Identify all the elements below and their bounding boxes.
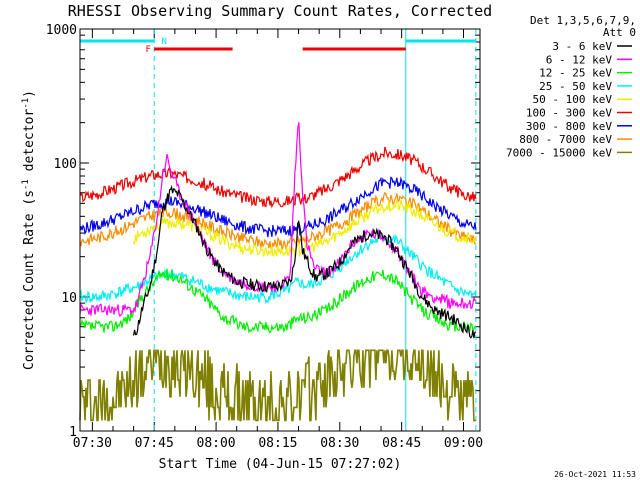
series-line-3 <box>79 268 477 334</box>
x-tick-label: 09:00 <box>444 436 483 451</box>
x-tick-label: 08:00 <box>197 436 236 451</box>
series-line-7 <box>79 176 477 238</box>
x-tick-label: 08:30 <box>320 436 359 451</box>
chart-title: RHESSI Observing Summary Count Rates, Co… <box>68 2 492 20</box>
legend-label: 6 - 12 keV <box>546 53 613 66</box>
series-line-4 <box>79 232 477 305</box>
legend-label: 300 - 800 keV <box>526 120 612 133</box>
legend-label: 7000 - 15000 keV <box>506 146 612 159</box>
legend-label: 12 - 25 keV <box>539 67 612 80</box>
y-axis-label: Corrected Count Rate (s-1 detector-1) <box>21 90 37 370</box>
y-tick-label: 10 <box>61 291 77 306</box>
svg-text:Corrected Count Rate (s-1 dete: Corrected Count Rate (s-1 detector-1) <box>21 90 37 370</box>
legend-header: Att 0 <box>603 26 636 39</box>
legend-label: 25 - 50 keV <box>539 80 612 93</box>
legend-label: 800 - 7000 keV <box>519 133 612 146</box>
series-line-1 <box>133 184 477 339</box>
legend-label: 50 - 100 keV <box>533 93 613 106</box>
legend-label: 100 - 300 keV <box>526 107 612 120</box>
series-line-8 <box>79 191 476 252</box>
footer-timestamp: 26-Oct-2021 11:53 <box>554 470 636 479</box>
legend-label: 3 - 6 keV <box>552 40 612 53</box>
x-tick-label: 08:45 <box>382 436 421 451</box>
y-tick-label: 1000 <box>46 23 77 38</box>
x-tick-label: 08:15 <box>258 436 297 451</box>
series-line-9 <box>79 349 476 422</box>
y-tick-label: 1 <box>69 425 77 440</box>
x-tick-label: 07:45 <box>135 436 174 451</box>
plot-frame <box>79 28 481 432</box>
legend-header: Det 1,3,5,6,7,9, <box>530 14 636 27</box>
y-tick-label: 100 <box>54 157 77 172</box>
flag-label-n: N <box>162 37 167 47</box>
flag-label-f: F <box>146 45 151 55</box>
x-tick-label: 07:30 <box>73 436 112 451</box>
series-line-6 <box>79 146 477 209</box>
x-axis-label: Start Time (04-Jun-15 07:27:02) <box>159 457 402 472</box>
